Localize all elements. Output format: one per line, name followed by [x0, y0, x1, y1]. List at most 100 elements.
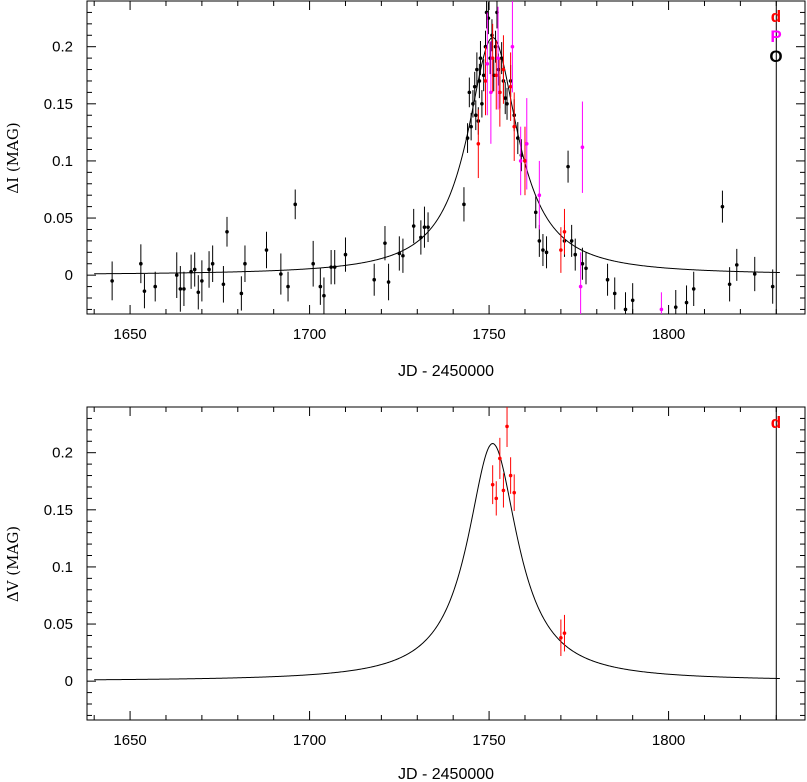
- data-point: [478, 56, 483, 60]
- y-axis-label: ΔV (MAG): [4, 526, 22, 602]
- y-tick-label: 0.15: [44, 502, 73, 519]
- x-tick-label: 1700: [293, 326, 326, 343]
- data-point: [493, 44, 498, 49]
- data-point: [153, 284, 158, 289]
- y-tick-label: 0.05: [44, 210, 73, 227]
- data-point: [505, 424, 509, 429]
- y-tick-label: 0: [65, 267, 73, 284]
- data-point: [483, 79, 488, 83]
- data-point: [178, 287, 183, 291]
- data-point: [490, 33, 494, 38]
- data-point: [720, 204, 725, 209]
- series-P: [485, 1, 664, 314]
- data-point: [573, 252, 578, 257]
- data-point: [332, 265, 337, 269]
- data-point: [505, 102, 509, 106]
- data-point: [562, 229, 567, 234]
- series-O: [110, 1, 775, 314]
- y-tick-label: 0: [65, 673, 73, 690]
- data-point: [498, 456, 502, 461]
- data-point: [139, 261, 143, 266]
- data-point: [684, 300, 689, 305]
- data-point: [422, 225, 427, 229]
- panel-top-i-band: 1650 1700 1750 1800 0 0.05 0.1 0.15 0.2 JD - 2450…: [4, 0, 806, 380]
- x-tick-label: 1700: [293, 732, 326, 749]
- data-point: [512, 490, 517, 495]
- legend-entry-P: P: [770, 27, 781, 46]
- data-point: [221, 282, 226, 287]
- data-point: [752, 272, 757, 276]
- data-point: [481, 73, 486, 78]
- data-point: [562, 631, 567, 635]
- data-point: [484, 10, 489, 15]
- x-tick-label: 1750: [472, 732, 505, 749]
- data-point: [519, 153, 524, 158]
- x-tick-label: 1800: [652, 732, 685, 749]
- data-point: [477, 79, 482, 83]
- data-point: [516, 136, 520, 140]
- y-tick-label: 0.2: [52, 445, 73, 462]
- data-point: [612, 291, 617, 296]
- x-tick-label: 1650: [113, 326, 146, 343]
- data-point: [264, 248, 269, 252]
- y-tick-label: 0.1: [52, 153, 73, 170]
- data-point: [182, 287, 186, 291]
- legend-entry-d: d: [771, 7, 781, 26]
- data-point: [475, 67, 479, 72]
- data-point: [727, 282, 732, 287]
- data-point: [322, 293, 326, 298]
- data-point: [605, 277, 610, 282]
- data-point: [476, 141, 481, 146]
- data-point: [383, 241, 387, 245]
- data-point: [174, 273, 179, 277]
- data-point: [386, 280, 391, 284]
- data-point: [426, 225, 430, 229]
- legend-entry-d: d: [771, 413, 781, 432]
- data-point: [533, 210, 538, 215]
- data-point: [508, 473, 513, 478]
- data-point: [578, 284, 583, 289]
- data-point: [559, 248, 563, 252]
- data-point: [566, 164, 570, 169]
- data-point: [472, 84, 477, 89]
- data-point: [279, 272, 283, 276]
- data-point: [630, 298, 635, 303]
- legend-entry-O: O: [769, 47, 782, 66]
- data-point: [501, 67, 506, 72]
- data-point: [372, 277, 377, 282]
- data-point: [673, 305, 678, 309]
- data-point: [559, 635, 563, 640]
- data-point: [318, 284, 323, 289]
- data-point: [469, 124, 473, 129]
- data-point: [518, 159, 523, 163]
- data-point: [243, 261, 247, 266]
- data-point: [142, 289, 147, 293]
- data-point: [623, 307, 628, 312]
- data-point: [225, 229, 229, 234]
- plot-frame: [86, 0, 806, 315]
- data-point: [501, 488, 506, 493]
- data-point: [580, 145, 585, 150]
- data-point: [110, 279, 114, 283]
- data-point: [659, 307, 664, 312]
- data-point: [691, 287, 696, 291]
- data-point: [494, 496, 499, 501]
- x-tick-label: 1650: [113, 732, 146, 749]
- y-axis-label: ΔI (MAG): [4, 122, 22, 193]
- data-point: [210, 261, 215, 266]
- data-point: [419, 235, 423, 240]
- series-d: [490, 407, 567, 657]
- data-point: [503, 96, 508, 100]
- data-point: [196, 290, 201, 295]
- x-tick-label: 1750: [472, 326, 505, 343]
- data-point: [293, 202, 298, 207]
- data-point: [200, 279, 204, 283]
- data-point: [192, 267, 197, 272]
- data-point: [465, 136, 470, 140]
- data-point: [329, 265, 333, 269]
- model-curve: [94, 37, 780, 275]
- data-point: [467, 90, 472, 95]
- data-point: [343, 252, 348, 257]
- data-point: [569, 239, 574, 243]
